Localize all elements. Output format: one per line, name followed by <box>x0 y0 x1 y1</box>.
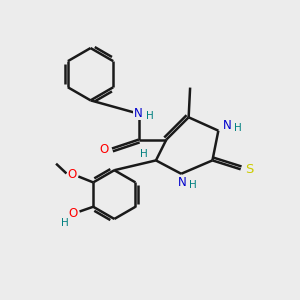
Text: H: H <box>146 110 154 121</box>
Text: O: O <box>99 142 108 156</box>
Text: O: O <box>68 169 77 182</box>
Text: N: N <box>178 176 187 189</box>
Text: H: H <box>189 180 197 190</box>
Text: H: H <box>61 218 69 228</box>
Text: H: H <box>234 123 242 133</box>
Text: N: N <box>134 106 142 120</box>
Text: H: H <box>140 149 148 160</box>
Text: N: N <box>223 119 232 132</box>
Text: O: O <box>68 207 78 220</box>
Text: S: S <box>245 164 253 176</box>
